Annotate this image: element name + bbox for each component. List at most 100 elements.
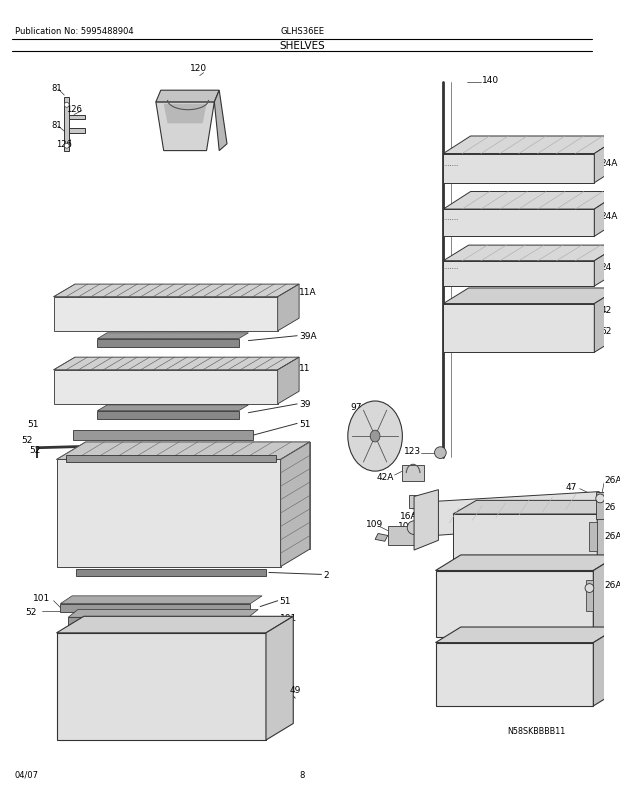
Polygon shape: [443, 289, 619, 304]
Polygon shape: [97, 405, 249, 411]
Text: 26A: 26A: [604, 531, 620, 541]
Text: 52: 52: [29, 446, 40, 455]
Bar: [585, 581, 593, 612]
Polygon shape: [443, 210, 595, 237]
Text: 11: 11: [299, 364, 311, 373]
Text: 25A: 25A: [448, 667, 466, 677]
Text: 120: 120: [190, 64, 207, 73]
Text: 16A: 16A: [401, 512, 418, 520]
Text: 42A: 42A: [377, 473, 394, 482]
Bar: [73, 431, 254, 440]
Polygon shape: [453, 500, 620, 514]
Polygon shape: [443, 192, 620, 210]
Text: Publication No: 5995488904: Publication No: 5995488904: [15, 27, 133, 36]
Polygon shape: [156, 103, 215, 152]
Circle shape: [64, 103, 69, 108]
Text: 11A: 11A: [299, 288, 317, 297]
Polygon shape: [68, 610, 258, 618]
Polygon shape: [443, 304, 595, 353]
Polygon shape: [435, 571, 593, 637]
Bar: [66, 455, 276, 463]
Polygon shape: [435, 643, 593, 706]
Bar: [68, 618, 249, 626]
Ellipse shape: [370, 431, 380, 443]
Polygon shape: [595, 137, 620, 184]
Text: N58SKBBBB11: N58SKBBBB11: [507, 726, 565, 735]
Circle shape: [435, 448, 446, 459]
Polygon shape: [53, 371, 278, 404]
Text: GLHS36EE: GLHS36EE: [280, 27, 324, 36]
Polygon shape: [595, 245, 619, 286]
Text: 47A: 47A: [455, 610, 472, 618]
Circle shape: [596, 494, 604, 503]
Text: 04/07: 04/07: [15, 770, 38, 779]
Text: 26A: 26A: [604, 476, 620, 484]
Polygon shape: [443, 154, 595, 184]
Polygon shape: [593, 555, 619, 637]
Polygon shape: [435, 492, 599, 536]
Text: 126: 126: [66, 105, 82, 114]
Text: 25: 25: [565, 494, 577, 504]
Polygon shape: [56, 443, 310, 460]
Text: 39: 39: [299, 400, 311, 409]
Polygon shape: [86, 443, 310, 549]
Text: 49: 49: [290, 685, 301, 694]
Text: 51: 51: [27, 419, 39, 428]
Polygon shape: [156, 91, 219, 103]
Text: 123: 123: [404, 447, 422, 456]
Circle shape: [585, 584, 594, 593]
Text: 26A: 26A: [604, 580, 620, 589]
Polygon shape: [435, 555, 619, 571]
Bar: [64, 98, 69, 152]
Polygon shape: [414, 490, 438, 550]
Bar: [388, 526, 415, 545]
Text: 101: 101: [280, 613, 297, 622]
Polygon shape: [435, 627, 619, 643]
Text: 39A: 39A: [299, 332, 317, 341]
Text: 15A: 15A: [467, 525, 485, 533]
Polygon shape: [278, 285, 299, 331]
Text: 21: 21: [411, 507, 422, 516]
Text: 51: 51: [299, 419, 311, 428]
Text: 51: 51: [280, 597, 291, 606]
Polygon shape: [60, 596, 262, 604]
Text: 27: 27: [477, 695, 489, 703]
Text: 24: 24: [600, 263, 611, 272]
Text: 42: 42: [600, 306, 611, 314]
Polygon shape: [56, 617, 293, 633]
Polygon shape: [97, 334, 249, 339]
Ellipse shape: [348, 402, 402, 472]
Text: 100: 100: [397, 521, 415, 531]
Polygon shape: [443, 261, 595, 286]
Polygon shape: [593, 627, 619, 706]
Text: 101: 101: [33, 593, 51, 602]
Text: 97: 97: [351, 403, 362, 411]
Text: 52: 52: [22, 436, 33, 445]
Text: 81: 81: [51, 120, 62, 130]
Polygon shape: [215, 91, 227, 152]
Text: 2: 2: [324, 570, 329, 579]
Text: 140: 140: [482, 76, 499, 85]
Text: 47: 47: [565, 483, 577, 492]
Bar: [97, 339, 239, 348]
Bar: [76, 569, 266, 577]
Polygon shape: [443, 245, 619, 261]
Bar: [69, 129, 85, 134]
Polygon shape: [53, 285, 299, 298]
Circle shape: [407, 521, 421, 535]
Text: 24A: 24A: [600, 159, 618, 168]
Polygon shape: [597, 500, 620, 565]
Bar: [60, 604, 250, 613]
Polygon shape: [443, 137, 620, 154]
Polygon shape: [595, 289, 619, 353]
Bar: [69, 115, 85, 120]
Polygon shape: [53, 358, 299, 371]
Text: 26: 26: [604, 502, 616, 511]
Text: 62: 62: [600, 327, 611, 336]
Polygon shape: [53, 298, 278, 331]
Circle shape: [64, 144, 69, 149]
Text: 81: 81: [51, 83, 62, 93]
Polygon shape: [281, 443, 310, 567]
Polygon shape: [453, 514, 597, 565]
Bar: [590, 522, 597, 551]
